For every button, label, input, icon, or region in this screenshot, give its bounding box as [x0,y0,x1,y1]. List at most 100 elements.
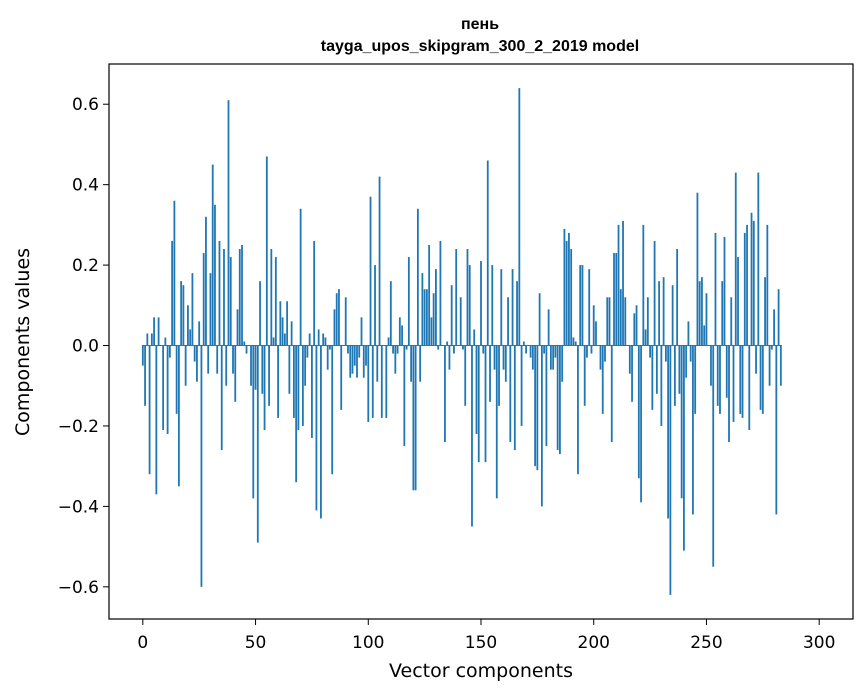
bar-218 [633,313,636,346]
bar-33 [216,345,219,374]
bar-157 [495,345,498,499]
bar-234 [669,345,672,595]
bar-224 [646,297,649,346]
bar-29 [207,345,210,374]
bar-164 [511,269,514,346]
bar-21 [189,329,192,346]
bar-87 [338,289,340,346]
bar-36 [223,249,225,346]
chart-title: пень [461,16,499,33]
x-tick-label: 300 [803,633,835,653]
bar-58 [272,337,275,346]
bar-282 [777,289,780,346]
bar-193 [577,345,579,475]
bar-264 [737,257,739,346]
bar-195 [581,265,584,346]
bar-168 [520,345,523,426]
bar-245 [694,345,697,414]
bar-54 [263,345,266,430]
bar-266 [741,345,744,418]
bar-191 [572,337,575,346]
bar-158 [498,345,500,406]
bar-256 [719,345,721,414]
bar-9 [162,345,165,430]
bar-235 [671,285,674,346]
bar-198 [588,269,591,346]
bar-119 [410,345,413,382]
bar-254 [714,232,717,346]
bar-283 [779,345,782,386]
bar-253 [712,345,715,567]
bar-176 [538,293,541,346]
bar-80 [322,333,325,346]
bar-147 [473,329,476,346]
bar-10 [164,337,167,346]
bar-189 [568,232,570,346]
bar-59 [274,257,277,346]
bar-100 [367,345,370,422]
bar-99 [365,345,367,366]
bar-50 [254,345,257,390]
bar-183 [554,345,557,358]
x-tick-label: 100 [352,633,384,653]
bar-3 [148,345,151,475]
bar-13 [171,240,174,346]
bar-105 [378,176,381,346]
bars-group [141,88,782,595]
bar-45 [243,341,246,346]
bar-156 [493,345,496,370]
bar-74 [308,333,311,346]
bar-225 [649,345,651,358]
bar-208 [610,345,613,443]
bar-219 [635,305,638,346]
bar-104 [376,345,379,382]
bar-2 [146,333,149,346]
bar-86 [335,293,338,346]
bar-5 [153,317,155,346]
bar-132 [439,240,442,346]
bar-20 [187,305,189,346]
bar-102 [371,345,374,418]
bar-11 [166,345,169,434]
bar-141 [459,297,462,346]
bar-210 [615,253,618,346]
bar-250 [705,293,708,346]
bar-106 [380,345,383,418]
bar-265 [739,345,742,414]
bar-142 [462,345,464,350]
bar-67 [292,345,295,418]
bar-192 [574,341,577,346]
bar-188 [565,240,568,346]
bar-63 [283,333,286,346]
bar-61 [279,301,282,346]
bar-206 [606,297,609,346]
bar-200 [592,305,595,346]
bar-227 [653,240,656,346]
bar-257 [721,281,724,346]
y-tick-label: 0.0 [72,337,99,357]
bar-139 [455,249,458,346]
bar-204 [601,345,604,414]
bar-129 [432,293,435,346]
y-tick-label: −0.6 [58,578,99,598]
y-tick-label: −0.2 [58,417,99,437]
bar-75 [311,345,313,439]
bar-131 [437,345,440,350]
bar-160 [502,345,505,370]
bar-123 [419,345,422,382]
bar-259 [725,345,728,398]
bar-40 [232,345,234,374]
bar-126 [425,289,428,346]
bar-85 [333,309,336,346]
bar-182 [552,345,555,370]
bar-221 [640,345,642,503]
bar-6 [155,345,158,495]
bar-154 [489,345,491,402]
bar-127 [428,244,431,346]
bar-19 [184,345,187,386]
bar-15 [175,345,178,414]
bar-31 [211,164,214,346]
bar-279 [770,345,773,350]
bar-145 [468,265,471,346]
